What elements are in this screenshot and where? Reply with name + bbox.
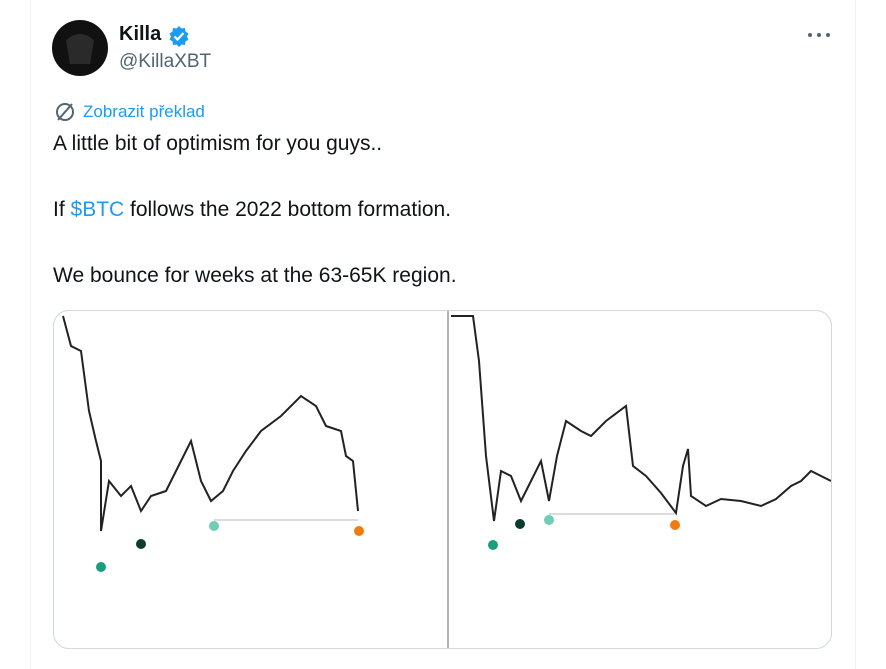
text: follows the 2022 bottom formation. xyxy=(124,198,452,221)
tweet-text: We bounce for weeks at the 63-65K region… xyxy=(53,264,457,287)
avatar[interactable] xyxy=(52,20,108,76)
author-handle[interactable]: @KillaXBT xyxy=(119,51,212,72)
translate-icon xyxy=(56,103,74,121)
border-right xyxy=(855,0,856,669)
verified-badge xyxy=(169,26,189,47)
translate-link[interactable]: Zobrazit překlad xyxy=(83,102,205,121)
author-name[interactable]: Killa xyxy=(119,23,162,45)
border-left xyxy=(30,0,31,669)
tweet-text: If $BTC follows the 2022 bottom formatio… xyxy=(53,198,451,222)
tweet-text: A little bit of optimism for you guys.. xyxy=(53,132,383,155)
cashtag[interactable]: $BTC xyxy=(70,198,125,221)
text: If xyxy=(53,198,71,221)
more-menu[interactable] xyxy=(806,28,832,42)
chart-image xyxy=(62,311,831,648)
media-image[interactable] xyxy=(53,310,832,649)
